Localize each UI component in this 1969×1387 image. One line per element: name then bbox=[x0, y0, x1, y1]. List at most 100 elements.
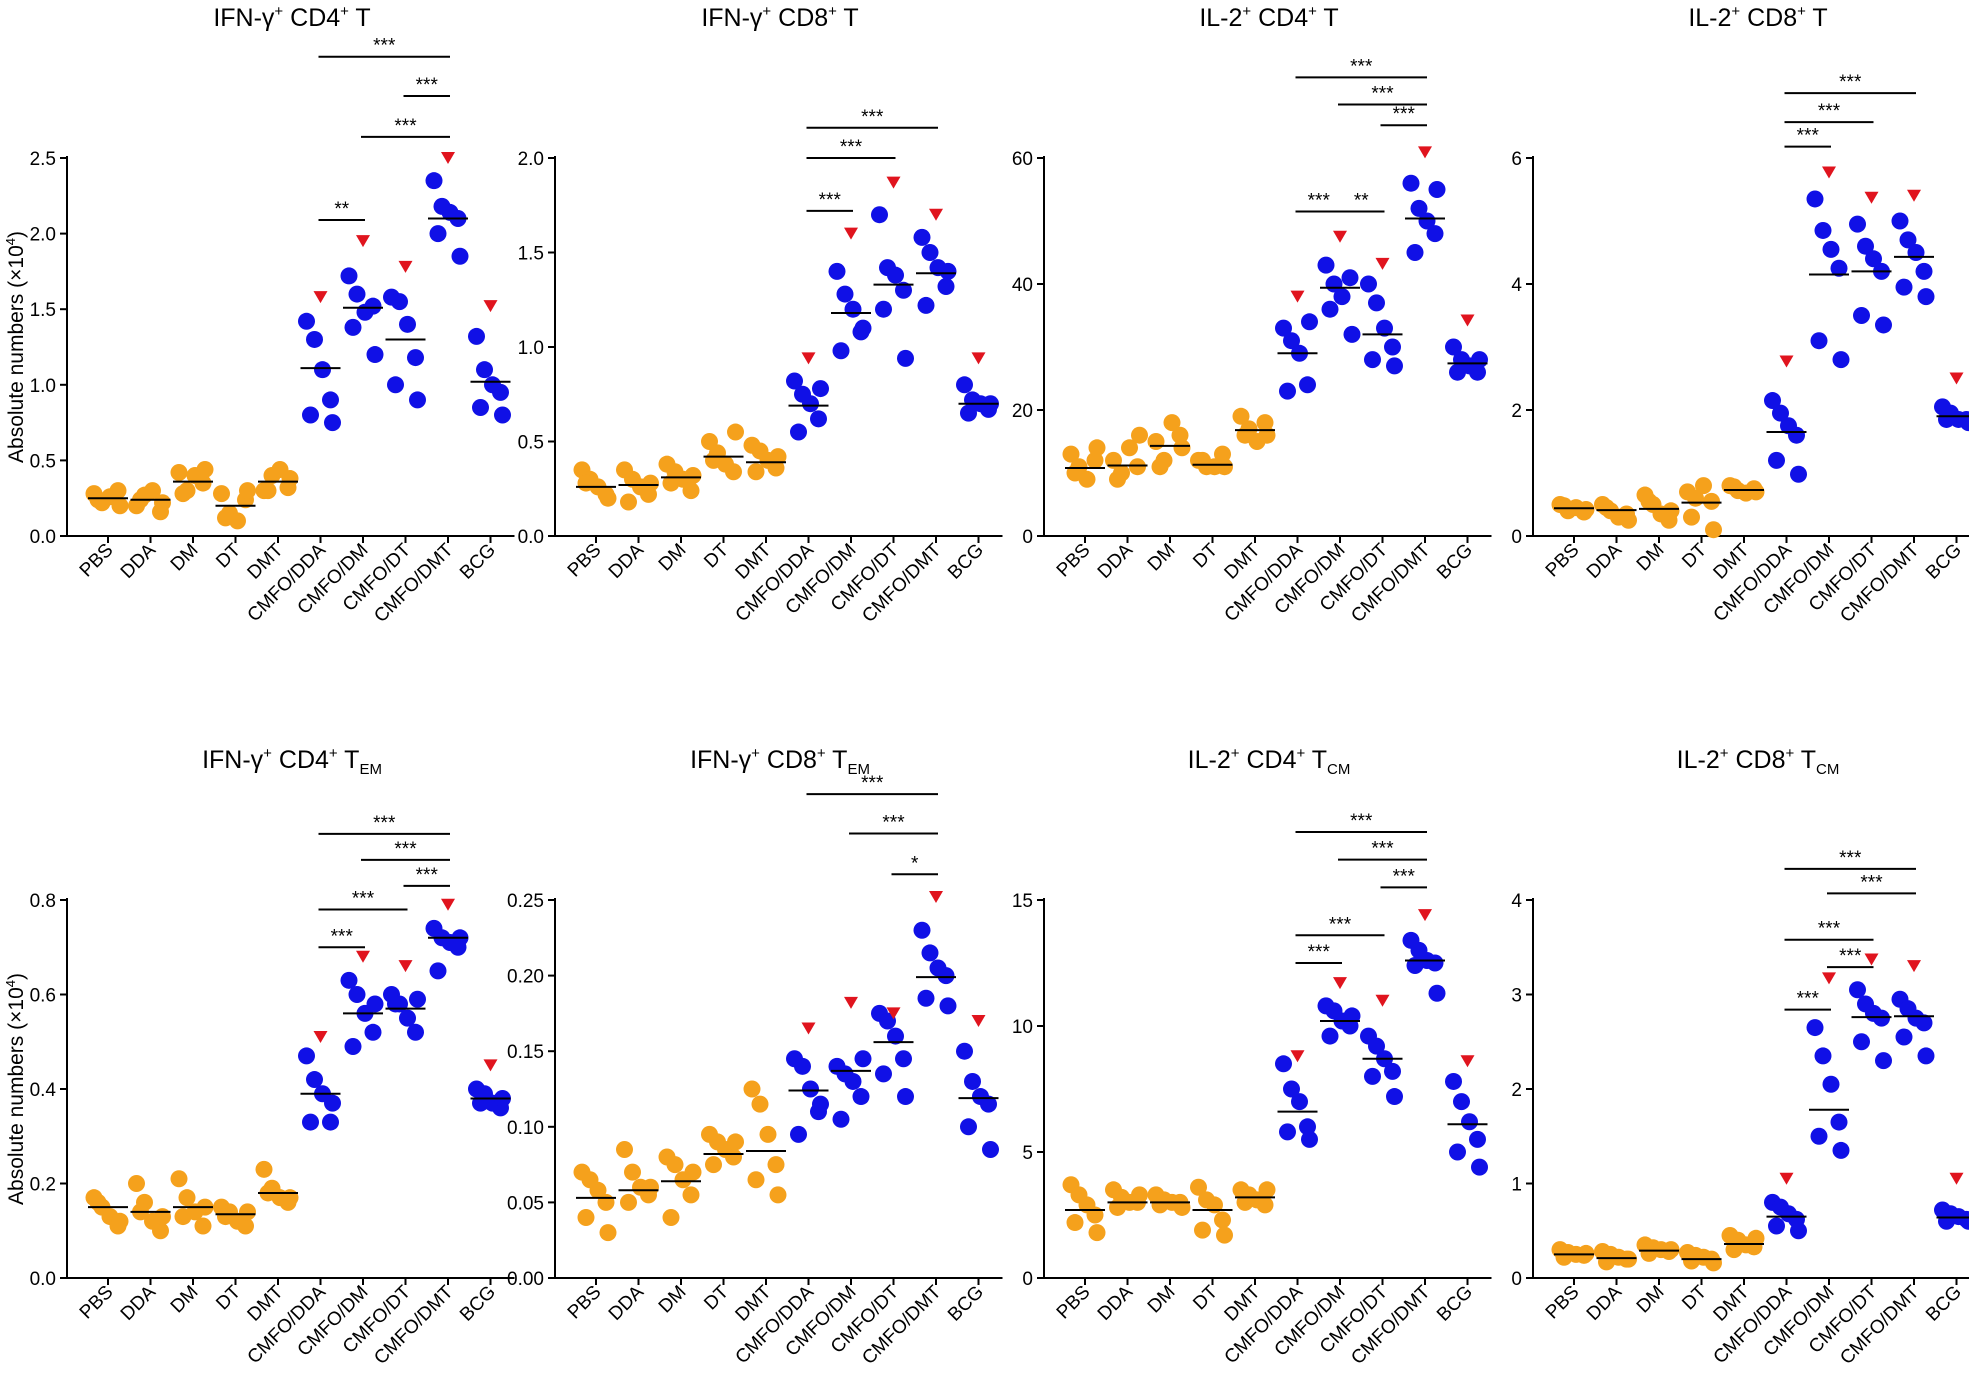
data-point bbox=[1938, 1212, 1955, 1230]
y-tick-label: 1.5 bbox=[30, 300, 56, 321]
data-point bbox=[128, 1175, 145, 1192]
title-sup: + bbox=[1797, 3, 1806, 20]
y-tick-label: 2 bbox=[1511, 1080, 1522, 1101]
data-point bbox=[407, 1023, 424, 1041]
significance-marker bbox=[398, 960, 413, 973]
significance-marker bbox=[313, 291, 328, 304]
data-point bbox=[1321, 1027, 1339, 1045]
data-point bbox=[1683, 508, 1700, 526]
data-point bbox=[1214, 1211, 1231, 1229]
y-tick-label: 3 bbox=[1511, 986, 1522, 1007]
title-tail: T bbox=[826, 746, 848, 774]
title-sub: CM bbox=[1816, 761, 1839, 778]
data-point bbox=[921, 244, 939, 261]
data-point bbox=[1449, 363, 1466, 381]
data-point bbox=[1806, 1019, 1824, 1037]
significance-marker bbox=[1333, 977, 1347, 990]
significance-marker bbox=[971, 352, 986, 365]
y-tick-label: 0.5 bbox=[30, 451, 56, 472]
significance-marker bbox=[1460, 1055, 1475, 1068]
significance-marker bbox=[1779, 1172, 1794, 1185]
data-point bbox=[1853, 1033, 1870, 1051]
title-sup: + bbox=[329, 745, 338, 762]
data-point bbox=[802, 395, 819, 413]
title-sup: + bbox=[1785, 745, 1794, 762]
data-point bbox=[913, 228, 931, 246]
data-point bbox=[1190, 1178, 1207, 1196]
comparison-label: *** bbox=[1797, 126, 1820, 147]
panel-title: IFN-γ+ CD4+ T bbox=[213, 3, 370, 32]
data-point bbox=[917, 989, 935, 1007]
data-point bbox=[1402, 174, 1420, 192]
data-point bbox=[1895, 1028, 1913, 1046]
panel-title: IFN-γ+ CD8+ TEM bbox=[690, 745, 870, 778]
data-point bbox=[794, 1057, 811, 1075]
comparison-label: *** bbox=[373, 813, 396, 834]
data-point bbox=[1832, 351, 1850, 369]
data-point bbox=[1938, 410, 1955, 428]
significance-marker bbox=[356, 235, 370, 248]
panel-1: IFN-γ+ CD4+ T0.00.51.01.52.02.5Absolute … bbox=[3, 3, 515, 627]
data-point bbox=[1418, 212, 1436, 230]
data-point bbox=[1917, 288, 1935, 306]
data-point bbox=[1386, 357, 1403, 375]
x-tick-label: DDA bbox=[605, 539, 648, 582]
data-point bbox=[476, 361, 493, 379]
data-point bbox=[682, 1186, 700, 1204]
data-point bbox=[1747, 1229, 1765, 1247]
data-point bbox=[705, 451, 722, 469]
y-tick-label: 0.20 bbox=[507, 967, 544, 988]
data-point bbox=[391, 293, 408, 311]
significance-marker bbox=[801, 1022, 816, 1035]
data-point bbox=[812, 380, 829, 398]
data-point bbox=[1445, 1072, 1462, 1090]
data-point bbox=[1598, 1253, 1615, 1271]
data-point bbox=[705, 1156, 722, 1174]
significance-marker bbox=[1290, 290, 1305, 303]
data-point bbox=[589, 1181, 607, 1199]
x-tick-label: DT bbox=[700, 1281, 733, 1314]
data-point bbox=[152, 1222, 169, 1240]
data-point bbox=[366, 995, 384, 1013]
y-tick-label: 0.00 bbox=[507, 1269, 544, 1290]
data-point bbox=[1790, 465, 1807, 483]
data-point bbox=[1131, 426, 1148, 444]
comparison-label: *** bbox=[1350, 811, 1373, 832]
y-tick-label: 2 bbox=[1511, 401, 1522, 422]
comparison-label: *** bbox=[394, 116, 417, 137]
data-point bbox=[682, 482, 700, 500]
y-tick-label: 1 bbox=[1511, 1175, 1522, 1196]
y-axis-label-text: Absolute numbers (×10 bbox=[5, 987, 28, 1205]
data-point bbox=[921, 944, 939, 962]
y-tick-label: 15 bbox=[1012, 891, 1033, 912]
data-point bbox=[1299, 376, 1316, 394]
data-point bbox=[298, 312, 315, 330]
y-tick-label: 40 bbox=[1012, 275, 1033, 296]
title-tail: T bbox=[1806, 4, 1828, 32]
data-point bbox=[1747, 483, 1765, 501]
data-point bbox=[747, 463, 765, 481]
data-point bbox=[1147, 433, 1165, 450]
panel-6: IFN-γ+ CD8+ TEM0.000.050.100.150.200.25P… bbox=[507, 745, 1003, 1369]
x-tick-label: PBS bbox=[1542, 540, 1584, 582]
data-point bbox=[1907, 244, 1925, 261]
y-tick-label: 0.6 bbox=[30, 986, 56, 1007]
data-point bbox=[306, 1071, 323, 1089]
comparison-label: *** bbox=[1371, 83, 1394, 104]
significance-marker bbox=[483, 300, 498, 313]
data-point bbox=[281, 470, 299, 488]
data-point bbox=[832, 342, 850, 360]
title-mid: CD4 bbox=[272, 746, 329, 774]
y-tick-label: 0 bbox=[1511, 527, 1522, 548]
data-point bbox=[340, 267, 358, 285]
comparison-label: *** bbox=[819, 190, 842, 211]
data-point bbox=[302, 406, 319, 424]
x-tick-label: PBS bbox=[1542, 1282, 1584, 1324]
data-point bbox=[597, 1193, 615, 1211]
y-tick-label: 0.5 bbox=[518, 433, 544, 454]
title-tail: T bbox=[338, 746, 360, 774]
comparison-label: *** bbox=[352, 888, 375, 909]
